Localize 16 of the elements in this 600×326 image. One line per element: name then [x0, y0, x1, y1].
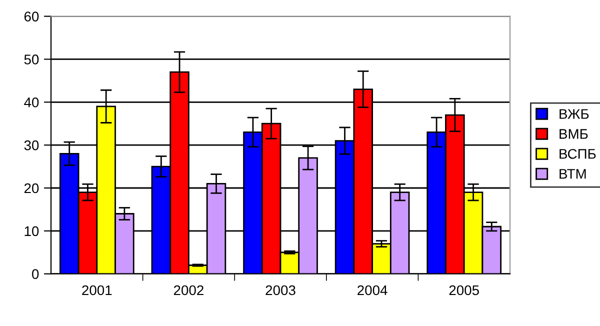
y-tick-label: 0: [32, 269, 39, 280]
x-tick-label: 2005: [449, 285, 479, 296]
x-tick-label: 2004: [358, 285, 388, 296]
y-tick-label: 50: [24, 54, 39, 64]
x-tick-label: 2002: [174, 285, 204, 296]
legend-label: ВСПБ: [560, 148, 596, 159]
y-tick-label: 10: [24, 226, 39, 236]
x-tick-label: 2001: [82, 285, 112, 296]
x-tick-label: 2003: [266, 285, 296, 296]
y-tick-label: 40: [24, 97, 39, 108]
legend-label: ВТМ: [560, 169, 586, 179]
legend-label: ВМБ: [560, 129, 588, 139]
y-tick-label: 60: [24, 12, 39, 22]
y-tick-label: 20: [24, 183, 39, 194]
legend-label: ВЖБ: [560, 109, 589, 119]
y-tick-label: 30: [24, 140, 39, 150]
